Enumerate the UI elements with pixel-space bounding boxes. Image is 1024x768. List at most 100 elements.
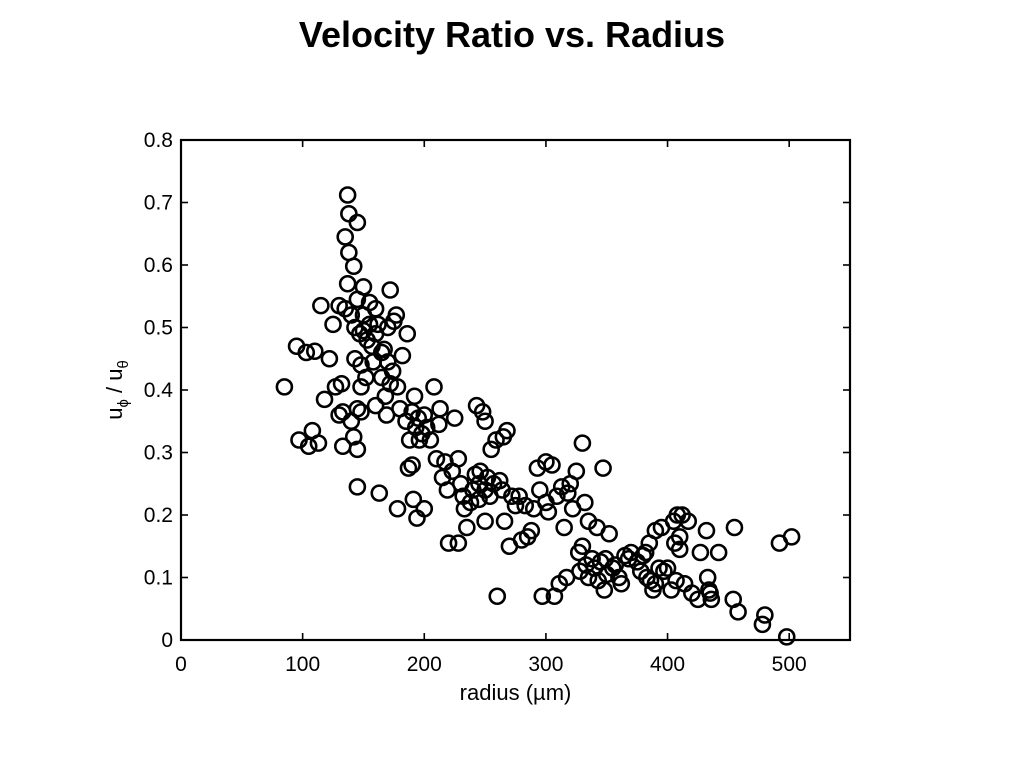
data-point — [658, 559, 677, 577]
data-point — [388, 378, 407, 396]
data-point — [378, 353, 397, 371]
data-point — [299, 437, 318, 456]
data-point — [297, 343, 316, 362]
plot-frame — [179, 138, 852, 642]
data-point — [324, 315, 342, 334]
data-point — [387, 306, 406, 324]
data-point — [729, 603, 747, 621]
data-point — [348, 213, 367, 232]
y-tick-label: 0.6 — [144, 254, 173, 277]
data-point — [348, 478, 367, 496]
data-point — [348, 440, 367, 459]
data-point — [403, 456, 421, 474]
x-tick-label: 100 — [285, 653, 320, 676]
data-point — [691, 543, 710, 562]
y-axis-label-sub2: θ — [115, 360, 132, 368]
data-point — [383, 362, 402, 381]
x-tick-label: 300 — [528, 653, 563, 676]
y-axis-label: uϕ / uθ — [102, 360, 132, 420]
data-point — [461, 493, 480, 512]
data-point — [594, 459, 612, 477]
y-axis-label-sep: / — [102, 381, 127, 399]
data-point — [667, 571, 685, 590]
data-point — [709, 543, 728, 562]
data-point — [431, 399, 449, 418]
data-point — [417, 418, 436, 437]
chart-title: Velocity Ratio vs. Radius — [298, 14, 726, 55]
data-point — [636, 543, 655, 562]
data-point — [309, 434, 328, 452]
data-point — [332, 374, 351, 393]
data-point — [404, 490, 423, 509]
data-point — [543, 456, 561, 474]
data-point — [476, 412, 494, 431]
data-point — [427, 449, 446, 468]
data-point — [498, 421, 516, 440]
y-axis-label-sub1: ϕ — [115, 399, 132, 407]
data-point — [333, 403, 352, 421]
data-point — [701, 584, 719, 602]
x-axis-label: radius (µm) — [460, 680, 572, 705]
y-axis-label-u2: u — [102, 369, 127, 381]
data-point — [381, 281, 400, 299]
y-axis-label-u1: u — [102, 408, 127, 420]
data-point — [315, 390, 334, 409]
y-tick-label: 0.2 — [144, 504, 173, 527]
data-point — [583, 549, 601, 568]
data-point — [305, 342, 324, 361]
data-point — [415, 499, 434, 518]
data-point — [399, 459, 418, 477]
data-point — [344, 428, 363, 446]
data-point — [338, 274, 357, 293]
data-point — [425, 378, 443, 396]
y-tick-label: 0.1 — [144, 567, 173, 590]
data-point — [548, 487, 566, 506]
data-point — [476, 512, 494, 531]
data-point — [473, 403, 492, 421]
data-point — [697, 521, 716, 540]
data-point — [439, 534, 458, 552]
data-point — [482, 440, 500, 459]
data-point — [312, 296, 330, 315]
data-point — [445, 409, 464, 427]
x-tick-label: 400 — [650, 653, 685, 676]
data-point — [506, 496, 525, 515]
data-point — [375, 340, 393, 359]
data-point — [275, 378, 294, 396]
data-point — [782, 528, 801, 546]
data-point — [702, 590, 721, 609]
data-point — [555, 518, 573, 537]
data-point — [320, 349, 339, 368]
data-point — [340, 204, 358, 223]
data-points — [275, 186, 801, 646]
data-point — [539, 503, 558, 521]
data-point — [670, 540, 689, 559]
data-point — [344, 257, 363, 276]
data-point — [679, 512, 698, 531]
data-point — [458, 518, 476, 537]
data-point — [388, 499, 407, 518]
data-point — [398, 324, 417, 343]
data-point — [725, 518, 744, 537]
axis-ticks: 0 100 200 300 400 500 0 0.1 0.2 0.3 0.4 0.5 0.6 0.7 0.… — [144, 129, 850, 676]
data-point — [421, 431, 440, 449]
data-point — [573, 537, 592, 556]
data-point — [753, 615, 772, 634]
data-point — [777, 628, 796, 646]
data-point — [393, 346, 412, 365]
x-tick-label: 200 — [407, 653, 442, 676]
data-point — [348, 399, 367, 418]
y-tick-label: 0.7 — [144, 192, 173, 215]
data-point — [370, 484, 389, 502]
data-point — [488, 587, 507, 606]
data-point — [522, 521, 541, 540]
data-point — [559, 484, 577, 502]
y-tick-label: 0 — [161, 629, 173, 652]
data-point — [495, 512, 514, 531]
data-point — [342, 306, 361, 324]
data-point — [503, 487, 521, 506]
data-point — [338, 186, 357, 204]
data-point — [449, 449, 468, 468]
data-point — [354, 278, 373, 296]
